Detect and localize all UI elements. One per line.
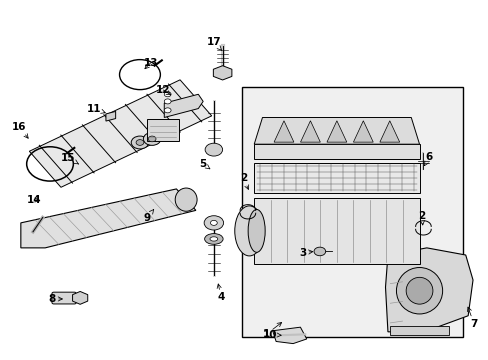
Polygon shape xyxy=(72,292,87,304)
Text: 2: 2 xyxy=(418,211,425,225)
Circle shape xyxy=(164,92,171,97)
Ellipse shape xyxy=(247,210,264,252)
Circle shape xyxy=(313,247,325,256)
Ellipse shape xyxy=(396,267,442,314)
Text: 16: 16 xyxy=(12,122,28,138)
Text: 2: 2 xyxy=(240,173,248,189)
Text: 12: 12 xyxy=(156,85,170,95)
Circle shape xyxy=(204,143,222,156)
Polygon shape xyxy=(273,121,293,142)
Bar xyxy=(242,87,462,337)
Text: 15: 15 xyxy=(61,153,79,164)
Circle shape xyxy=(164,108,171,113)
Bar xyxy=(254,198,419,264)
Polygon shape xyxy=(379,121,399,142)
Ellipse shape xyxy=(234,206,264,256)
Circle shape xyxy=(148,136,156,142)
Text: 11: 11 xyxy=(86,104,105,113)
Polygon shape xyxy=(272,327,306,343)
Text: 14: 14 xyxy=(27,195,41,205)
FancyBboxPatch shape xyxy=(52,292,76,304)
Text: 5: 5 xyxy=(199,159,209,169)
Ellipse shape xyxy=(406,277,432,304)
Bar xyxy=(389,327,448,336)
Text: 1: 1 xyxy=(262,323,281,339)
Polygon shape xyxy=(106,111,116,121)
Bar xyxy=(254,163,419,193)
Circle shape xyxy=(164,99,171,104)
Circle shape xyxy=(136,140,143,145)
Text: 8: 8 xyxy=(49,294,62,304)
Text: 6: 6 xyxy=(424,153,432,166)
Text: 4: 4 xyxy=(217,284,224,302)
Ellipse shape xyxy=(175,188,197,211)
Text: 3: 3 xyxy=(299,248,312,257)
FancyBboxPatch shape xyxy=(147,119,179,141)
Text: 17: 17 xyxy=(206,37,222,50)
Polygon shape xyxy=(213,66,231,80)
Polygon shape xyxy=(326,121,346,142)
Polygon shape xyxy=(385,248,472,332)
Polygon shape xyxy=(353,121,372,142)
Circle shape xyxy=(131,136,148,149)
Text: 10: 10 xyxy=(263,330,281,340)
Circle shape xyxy=(210,220,217,225)
Text: 7: 7 xyxy=(467,307,477,329)
Polygon shape xyxy=(164,94,203,117)
Circle shape xyxy=(203,216,223,230)
Ellipse shape xyxy=(204,234,223,244)
Polygon shape xyxy=(254,117,419,144)
Bar xyxy=(254,144,419,158)
Polygon shape xyxy=(29,80,211,187)
Polygon shape xyxy=(300,121,320,142)
Polygon shape xyxy=(21,189,196,248)
Circle shape xyxy=(143,132,161,145)
Ellipse shape xyxy=(209,237,217,241)
Text: 9: 9 xyxy=(143,210,153,222)
Text: 13: 13 xyxy=(143,58,158,69)
